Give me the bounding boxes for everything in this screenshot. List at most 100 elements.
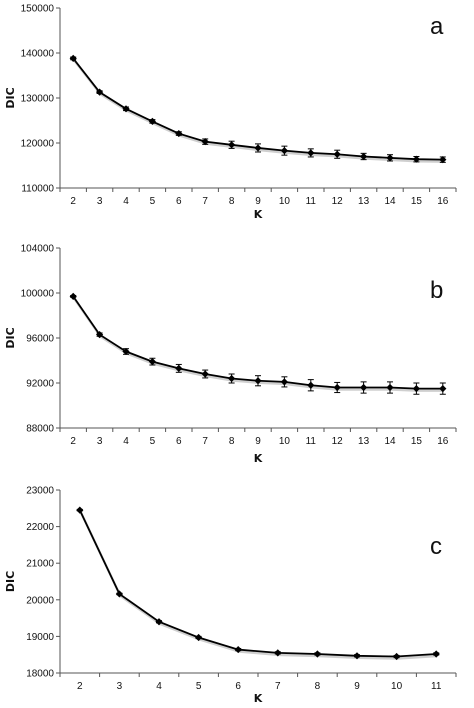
data-point [386, 154, 394, 162]
x-tick-label: 5 [150, 436, 156, 447]
y-tick-label: 22000 [26, 522, 54, 533]
data-point [175, 129, 183, 138]
data-point [412, 385, 420, 393]
x-tick-label: 3 [97, 436, 103, 447]
x-tick-label: 4 [123, 196, 129, 207]
data-point [280, 378, 288, 386]
x-tick-label: 10 [391, 681, 403, 692]
panel-label: c [430, 533, 442, 560]
x-tick-label: 16 [437, 196, 449, 207]
data-point [96, 331, 104, 339]
data-point [439, 385, 447, 393]
series-line [72, 295, 443, 390]
x-tick-label: 9 [354, 681, 360, 692]
x-tick-label: 5 [150, 196, 156, 207]
x-tick-label: 10 [279, 436, 291, 447]
x-tick-label: 11 [306, 196, 317, 207]
series-shadow [73, 297, 444, 392]
y-tick-label: 20000 [26, 595, 54, 606]
data-point [76, 506, 84, 514]
data-point [360, 152, 368, 161]
data-point [175, 364, 183, 372]
panel-label: b [430, 277, 443, 304]
data-point [307, 381, 315, 389]
x-tick-label: 2 [70, 196, 76, 207]
data-point [254, 377, 262, 385]
data-point [122, 105, 130, 113]
x-tick-label: 12 [332, 196, 344, 207]
data-point [201, 138, 209, 146]
x-tick-label: 6 [176, 196, 182, 207]
x-tick-label: 14 [384, 436, 396, 447]
data-point [115, 590, 123, 598]
y-tick-label: 18000 [26, 669, 54, 680]
y-tick-label: 104000 [21, 244, 55, 255]
x-tick-label: 2 [70, 436, 76, 447]
data-point [353, 652, 361, 660]
x-tick-label: 10 [279, 196, 291, 207]
data-point [96, 88, 104, 96]
data-point [148, 117, 156, 125]
x-axis-title: K [254, 452, 263, 465]
x-tick-label: 3 [97, 196, 103, 207]
series-shadow [79, 511, 438, 660]
x-tick-label: 4 [123, 436, 129, 447]
data-point [333, 150, 341, 158]
x-tick-label: 15 [411, 436, 423, 447]
y-axis-title: DIC [4, 327, 17, 348]
x-tick-label: 9 [255, 196, 261, 207]
y-axis-title: DIC [4, 87, 17, 108]
data-point [69, 54, 77, 62]
y-tick-label: 92000 [26, 379, 54, 390]
y-axis-title: DIC [4, 571, 17, 592]
data-point [313, 650, 321, 658]
x-tick-label: 9 [255, 436, 261, 447]
x-tick-label: 2 [77, 681, 83, 692]
y-tick-label: 140000 [21, 49, 55, 60]
x-tick-label: 7 [275, 681, 281, 692]
x-tick-label: 12 [332, 436, 344, 447]
data-point [333, 383, 341, 392]
x-tick-label: 15 [411, 196, 423, 207]
y-tick-label: 130000 [21, 94, 55, 105]
x-axis-title: K [254, 208, 263, 221]
chart-panel-b: 88000 92000 96000 100000 104000 2 3 4 5 6 7 8 9 10 11 1… [4, 244, 457, 465]
x-tick-label: 8 [315, 681, 321, 692]
series-line [78, 509, 437, 658]
x-tick-label: 7 [202, 196, 208, 207]
x-axis-title: K [254, 692, 263, 705]
y-tick-label: 96000 [26, 334, 54, 345]
panel-label: a [430, 13, 444, 40]
x-tick-label: 6 [176, 436, 182, 447]
data-point [432, 650, 440, 658]
data-point [228, 141, 236, 149]
y-tick-label: 110000 [21, 184, 54, 195]
x-tick-label: 14 [384, 196, 396, 207]
data-point [201, 370, 209, 378]
y-tick-label: 120000 [21, 139, 55, 150]
data-point [148, 358, 156, 366]
data-point [155, 618, 163, 626]
data-point [412, 155, 420, 163]
data-point [360, 383, 368, 392]
data-point [307, 149, 315, 157]
x-tick-label: 11 [431, 681, 442, 692]
x-tick-label: 5 [196, 681, 202, 692]
data-point [69, 292, 77, 300]
x-tick-label: 8 [229, 196, 235, 207]
data-point [393, 652, 401, 661]
y-tick-label: 21000 [26, 559, 54, 570]
data-point [122, 347, 130, 356]
data-point [228, 374, 236, 383]
x-tick-label: 16 [437, 436, 449, 447]
x-tick-label: 8 [229, 436, 235, 447]
data-point [386, 383, 394, 392]
data-point [234, 645, 242, 654]
x-tick-label: 11 [306, 436, 317, 447]
y-tick-label: 19000 [26, 632, 54, 643]
x-tick-label: 3 [117, 681, 123, 692]
x-tick-label: 6 [235, 681, 241, 692]
data-point [254, 144, 262, 152]
